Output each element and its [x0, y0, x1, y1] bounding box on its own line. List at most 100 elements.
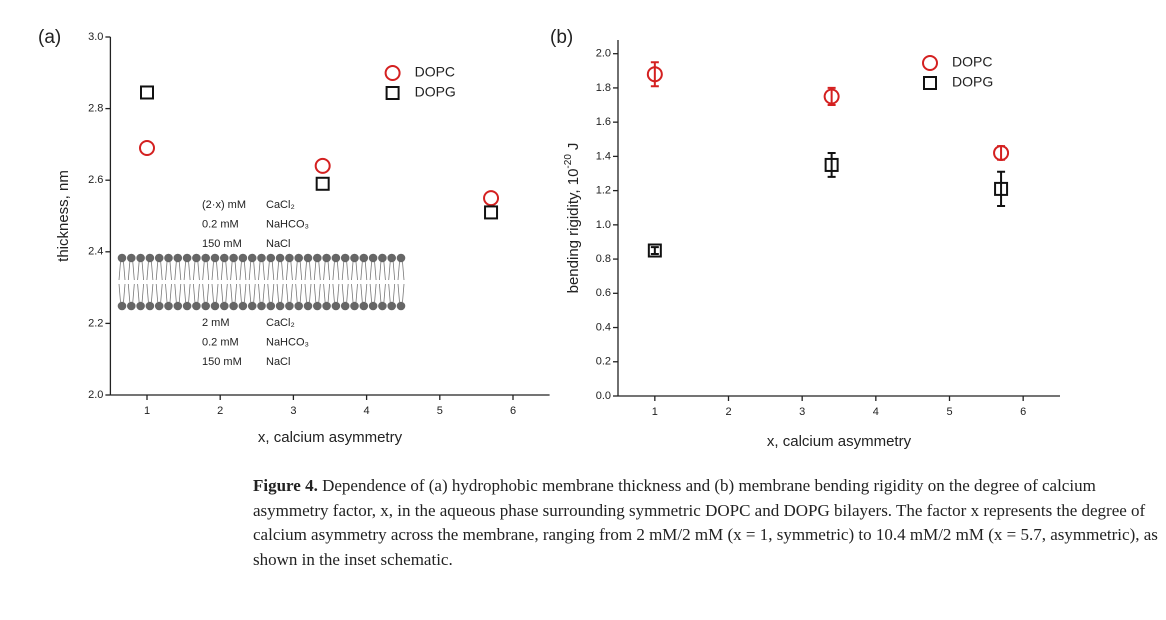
x-axis-label: x, calcium asymmetry [258, 429, 403, 446]
lipid-tail [202, 283, 205, 303]
lipid-tail [360, 283, 363, 303]
lipid-head [322, 253, 331, 263]
inset-amount: 0.2 mM [202, 336, 239, 348]
lipid-tail [327, 261, 330, 281]
lipid-tail [193, 283, 196, 303]
y-tick-label: 0.2 [596, 356, 611, 368]
point [140, 85, 154, 100]
lipid-tail [146, 261, 149, 281]
lipid-tail [248, 283, 252, 303]
lipid-head [220, 301, 229, 311]
lipid-tail [346, 283, 349, 303]
lipid-head [396, 301, 406, 311]
lipid-tail [118, 283, 121, 303]
point [315, 176, 330, 191]
lipid-tail [183, 283, 186, 303]
lipid-tail [244, 261, 247, 281]
y-tick-label: 2.0 [88, 389, 103, 401]
lipid-tail [402, 283, 405, 303]
lipid-tail [206, 261, 210, 281]
lipid-head [164, 253, 173, 263]
lipid-tail [276, 261, 279, 281]
point [139, 139, 155, 156]
lipid-tail [369, 261, 372, 281]
x-tick-label: 2 [725, 406, 731, 418]
lipid-tail [341, 283, 345, 303]
inset-salt: NaCl [266, 356, 290, 368]
lipid-head [303, 253, 313, 263]
lipid-head [127, 301, 136, 311]
lipid-head [127, 253, 136, 263]
y-axis-label-text: bending rigidity, 10 [565, 169, 582, 294]
y-tick-label: 1.4 [596, 150, 611, 162]
lipid-tail [239, 261, 242, 281]
lipid-tail [337, 261, 340, 281]
lipid-head [238, 253, 248, 263]
lipid-tail [304, 283, 307, 303]
lipid-tail [281, 261, 284, 281]
lipid-tail [313, 261, 317, 281]
lipid-head [229, 301, 238, 311]
lipid-tail [202, 261, 205, 281]
lipid-head [164, 301, 173, 311]
lipid-tail [346, 261, 349, 281]
lipid-tail [253, 283, 256, 303]
lipid-tail [258, 283, 261, 303]
lipid-tail [337, 283, 340, 303]
y-tick-label: 1.0 [596, 219, 611, 231]
lipid-tail [262, 261, 265, 281]
lipid-tail [253, 261, 256, 281]
lipid-tail [146, 283, 149, 303]
lipid-head [192, 301, 201, 311]
lipid-tail [309, 283, 312, 303]
lipid-head [182, 253, 192, 263]
lipid-tail [271, 261, 275, 281]
lipid-head [247, 301, 257, 311]
point [314, 157, 331, 174]
y-tick-label: 3.0 [88, 31, 103, 43]
lipid-head [396, 253, 406, 263]
lipid-tail [137, 283, 140, 303]
lipid-head [247, 253, 257, 263]
lipid-head [313, 301, 322, 311]
lipid-tail [155, 261, 159, 281]
lipid-tail [193, 261, 196, 281]
lipid-head [136, 253, 145, 263]
lipid-tail [341, 261, 345, 281]
lipid-tail [165, 283, 168, 303]
lipid-tail [267, 283, 270, 303]
lipid-tail [160, 283, 163, 303]
lipid-head [145, 253, 155, 263]
lipid-head [154, 253, 164, 263]
lipid-head [387, 301, 397, 311]
point [484, 205, 499, 220]
lipid-head [350, 253, 359, 263]
lipid-tail [234, 283, 237, 303]
lipid-tail [174, 283, 177, 303]
lipid-tail [388, 261, 391, 281]
lipid-tail [355, 261, 358, 281]
lipid-head [136, 301, 145, 311]
lipid-head [313, 253, 322, 263]
lipid-tail [392, 283, 396, 303]
inset-salt: NaHCO₃ [266, 218, 309, 230]
x-tick-label: 3 [799, 406, 805, 418]
x-tick-label: 5 [946, 406, 952, 418]
lipid-tail [290, 283, 293, 303]
x-tick-label: 3 [290, 405, 296, 417]
lipid-tail [392, 261, 396, 281]
lipid-head [275, 253, 285, 263]
legend-label: DOPG [415, 84, 456, 100]
x-tick-label: 6 [510, 405, 516, 417]
lipid-tail [169, 283, 172, 303]
lipid-tail [388, 283, 391, 303]
lipid-head [285, 253, 294, 263]
figure: (a) 2.0 2.2 2.4 2.6 2.8 3.0 1 2 3 4 5 6 x, calcium as… [38, 27, 1060, 450]
lipid-head [331, 253, 341, 263]
lipid-tail [318, 261, 321, 281]
point [646, 66, 663, 83]
lipid-tail [216, 283, 219, 303]
lipid-tail [225, 261, 228, 281]
inset-amount: (2·x) mM [202, 199, 246, 211]
lipid-head [378, 301, 387, 311]
